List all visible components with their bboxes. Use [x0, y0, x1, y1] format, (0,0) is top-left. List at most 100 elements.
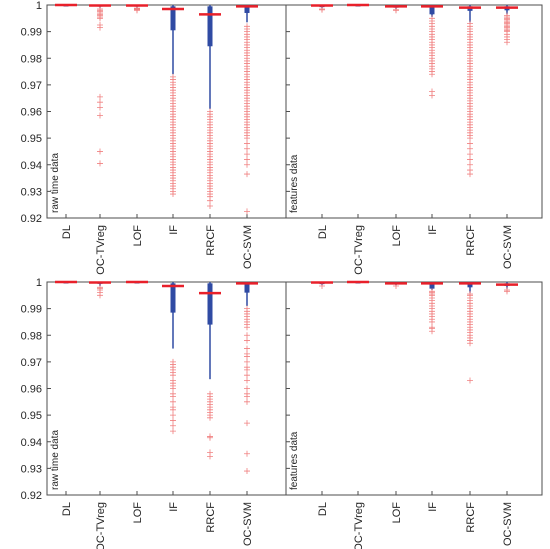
outlier-marker: [207, 453, 213, 460]
x-tick-label: LOF: [132, 502, 144, 524]
outlier-marker: [207, 434, 213, 441]
y-tick-label: 0.99: [21, 304, 42, 316]
box-lof: LOF: [126, 4, 148, 247]
y-tick-label: 0.99: [21, 27, 42, 39]
outlier-marker: [134, 7, 140, 14]
outlier-marker: [207, 203, 213, 210]
box-dl: DL: [55, 3, 77, 239]
box-rrcf: RRCF: [459, 5, 481, 256]
outlier-marker: [244, 156, 250, 163]
x-tick-label: RRCF: [465, 502, 477, 533]
outlier-marker: [429, 92, 435, 99]
y-tick-label: 0.96: [21, 384, 42, 396]
panel-label: features data: [289, 431, 300, 490]
outlier-marker: [170, 406, 176, 413]
outlier-marker: [467, 377, 473, 384]
outlier-marker: [244, 450, 250, 457]
outlier-marker: [97, 160, 103, 167]
box-rrcf: RRCF: [459, 282, 481, 533]
panel-label: features data: [289, 154, 300, 213]
outlier-marker: [244, 145, 250, 152]
outlier-marker: [244, 398, 250, 405]
outlier-marker: [244, 208, 250, 215]
x-tick-label: DL: [317, 502, 329, 516]
box-rrcf: RRCF: [199, 5, 221, 256]
outlier-marker: [170, 393, 176, 400]
y-tick-label: 0.94: [21, 160, 42, 172]
outlier-marker: [170, 417, 176, 424]
outlier-marker: [170, 385, 176, 392]
outlier-marker: [467, 161, 473, 168]
outlier-marker: [467, 145, 473, 152]
outlier-marker: [244, 135, 250, 142]
outlier-marker: [97, 24, 103, 31]
box-lof: LOF: [385, 5, 407, 246]
box-body: [207, 6, 213, 47]
box-lof: LOF: [385, 282, 407, 523]
y-tick-label: 0.97: [21, 357, 42, 369]
box-body: [244, 282, 250, 293]
outlier-marker: [97, 112, 103, 119]
box-oc-svm: OC-SVM: [496, 5, 518, 269]
outlier-marker: [467, 140, 473, 147]
outlier-marker: [244, 420, 250, 427]
x-tick-label: OC-TVreg: [353, 225, 365, 275]
outlier-marker: [207, 414, 213, 421]
outlier-marker: [393, 7, 399, 14]
outlier-marker: [319, 282, 325, 289]
x-tick-label: IF: [168, 225, 180, 235]
y-tick-label: 0.92: [21, 213, 42, 225]
outlier-marker: [244, 377, 250, 384]
x-tick-label: LOF: [132, 225, 144, 247]
box-dl: DL: [311, 4, 333, 239]
outlier-marker: [170, 191, 176, 198]
box-oc-tvreg: OC-TVreg: [347, 3, 369, 275]
x-tick-label: OC-SVM: [242, 225, 254, 269]
outlier-marker: [170, 412, 176, 419]
outlier-marker: [244, 353, 250, 360]
outlier-marker: [97, 148, 103, 155]
box-body: [244, 5, 250, 13]
outlier-marker: [429, 71, 435, 78]
outlier-marker: [97, 15, 103, 22]
x-tick-label: RRCF: [205, 502, 217, 533]
box-oc-svm: OC-SVM: [236, 5, 258, 269]
x-tick-label: RRCF: [465, 225, 477, 256]
x-tick-label: IF: [427, 225, 439, 235]
outlier-marker: [97, 99, 103, 106]
box-oc-tvreg: OC-TVreg: [89, 4, 111, 275]
outlier-marker: [319, 6, 325, 13]
box-body: [170, 6, 176, 31]
outlier-marker: [467, 151, 473, 158]
outlier-marker: [170, 422, 176, 429]
y-tick-label: 1: [36, 277, 42, 289]
panel-label: raw time data: [50, 430, 61, 490]
y-tick-label: 0.95: [21, 410, 42, 422]
y-tick-label: 1: [36, 0, 42, 12]
outlier-marker: [244, 393, 250, 400]
box-if: IF: [162, 5, 184, 235]
x-tick-label: OC-SVM: [242, 502, 254, 546]
x-tick-label: OC-SVM: [502, 225, 514, 269]
outlier-marker: [170, 398, 176, 405]
outlier-marker: [244, 332, 250, 339]
box-oc-svm: OC-SVM: [496, 282, 518, 546]
outlier-marker: [97, 292, 103, 299]
outlier-marker: [504, 39, 510, 46]
x-tick-label: IF: [427, 502, 439, 512]
x-tick-label: OC-TVreg: [95, 502, 107, 549]
outlier-marker: [97, 104, 103, 111]
box-if: IF: [421, 282, 443, 512]
x-tick-label: LOF: [391, 502, 403, 524]
box-dl: DL: [55, 280, 77, 516]
x-tick-label: DL: [317, 225, 329, 239]
outlier-marker: [244, 324, 250, 331]
x-tick-label: DL: [61, 502, 73, 516]
outlier-marker: [467, 171, 473, 178]
box-body: [170, 283, 176, 313]
outlier-marker: [207, 197, 213, 204]
box-plot-row: 0.92 0.93 0.94 0.95 0.96 0.97 0.98 0.99 1 raw tim…: [21, 277, 543, 549]
panel-label: raw time data: [50, 153, 61, 213]
y-tick-label: 0.93: [21, 463, 42, 475]
outlier-marker: [467, 340, 473, 347]
